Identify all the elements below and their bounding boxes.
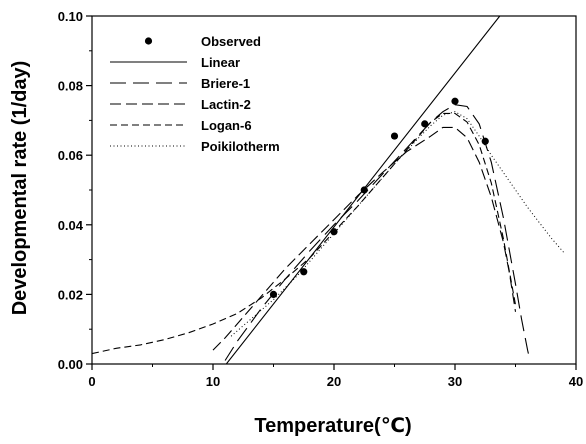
y-tick-label: 0.10: [58, 9, 83, 24]
y-tick-label: 0.06: [58, 148, 83, 163]
legend-label: Poikilotherm: [201, 139, 280, 154]
observed-point: [481, 137, 489, 145]
legend-item-logan-6: Logan-6: [110, 118, 252, 133]
legend-item-lactin-2: Lactin-2: [110, 97, 251, 112]
series-line-lactin-2: [212, 126, 517, 351]
legend-item-linear: Linear: [110, 55, 240, 70]
plot-frame: [91, 15, 577, 365]
legend-label: Logan-6: [201, 118, 252, 133]
legend-item-briere-1: Briere-1: [110, 76, 250, 91]
axes-layer: 0 10 20 30 40 0.00 0.02 0.04 0.06 0.08 0.10: [58, 9, 584, 389]
observed-point: [300, 268, 308, 276]
legend-item-observed: Observed: [144, 34, 261, 49]
legend-marker: [144, 37, 153, 45]
observed-point: [330, 228, 338, 236]
observed-points-layer: [269, 97, 489, 298]
x-tick-label: 10: [206, 374, 220, 389]
x-tick-label: 40: [569, 374, 583, 389]
x-tick-label: 0: [88, 374, 95, 389]
y-tick-label: 0.00: [58, 357, 83, 372]
series-line-briere-1: [224, 104, 531, 361]
y-axis-title: Developmental rate (1/day): [9, 61, 31, 316]
y-tick-label: 0.08: [58, 79, 83, 94]
legend-label: Lactin-2: [201, 97, 251, 112]
legend-label: Linear: [201, 55, 240, 70]
observed-point: [421, 120, 429, 128]
observed-point: [269, 290, 278, 298]
legend: Observed Linear Briere-1 Lactin-2 Logan-6 Poi…: [110, 34, 280, 154]
observed-point: [360, 186, 368, 194]
x-tick-label: 20: [327, 374, 341, 389]
series-line-logan-6: [92, 112, 517, 355]
curves-layer: [92, 16, 565, 364]
observed-point: [390, 132, 399, 140]
legend-label: Briere-1: [201, 76, 250, 91]
y-tick-label: 0.04: [58, 218, 84, 233]
legend-label: Observed: [201, 34, 261, 49]
x-tick-label: 30: [448, 374, 462, 389]
observed-point: [451, 97, 459, 105]
y-tick-label: 0.02: [58, 287, 83, 302]
x-axis-title: Temperature(℃): [254, 415, 411, 437]
legend-item-poikilotherm: Poikilotherm: [110, 139, 280, 154]
